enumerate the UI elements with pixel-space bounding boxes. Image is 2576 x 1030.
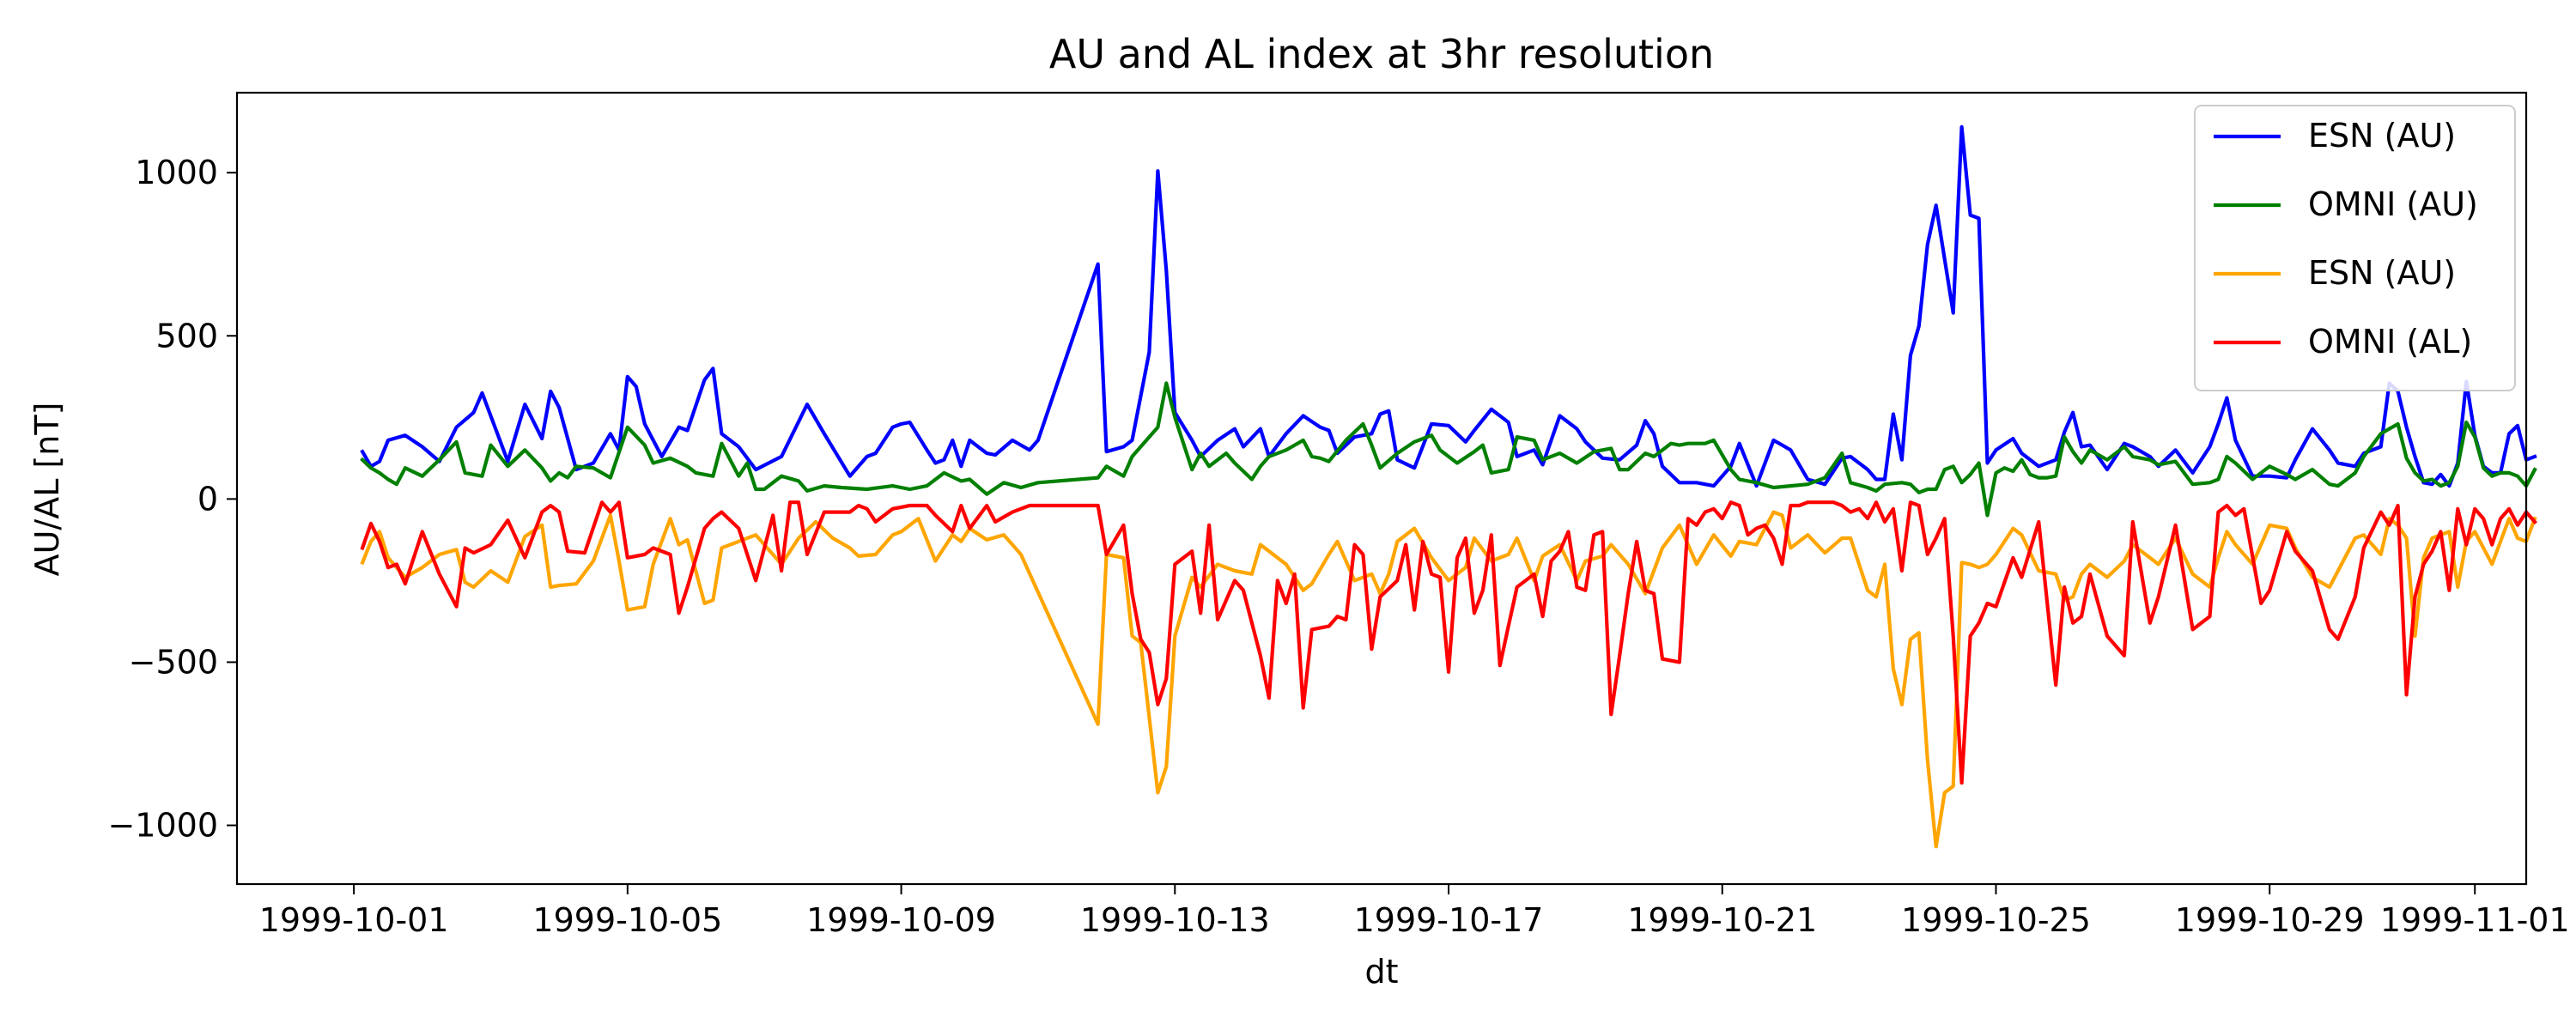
- x-tick-label: 1999-10-29: [2175, 901, 2365, 939]
- y-tick-label: 500: [155, 317, 218, 354]
- legend-label: OMNI (AU): [2308, 185, 2478, 223]
- y-tick-label: −1000: [107, 807, 218, 845]
- legend-box: [2194, 105, 2516, 391]
- y-axis: 1000 500 0 −500 −1000: [107, 154, 237, 845]
- series-line-2-omni-au: [360, 381, 2537, 518]
- plot-area-frame: [235, 91, 2528, 886]
- x-tick-label: 1999-10-21: [1627, 901, 1817, 939]
- y-axis-label: AU/AL [nT]: [28, 403, 66, 577]
- legend-label: ESN (AU): [2308, 117, 2456, 154]
- series-line-4-omni-al: [360, 500, 2537, 785]
- x-axis-label: dt: [1364, 953, 1398, 991]
- x-tick-label: 1999-10-01: [259, 901, 449, 939]
- series-line-3-esn-au: [360, 510, 2537, 849]
- x-tick-label: 1999-10-13: [1080, 901, 1270, 939]
- y-tick-label: 0: [197, 480, 218, 518]
- x-tick-label: 1999-10-05: [532, 901, 722, 939]
- plot-lines: [360, 124, 2537, 849]
- x-axis: 1999-10-01 1999-10-05 1999-10-09 1999-10-13…: [259, 884, 2570, 939]
- y-tick-label: 1000: [135, 154, 218, 191]
- x-tick-label: 1999-11-01: [2380, 901, 2570, 939]
- x-tick-label: 1999-10-09: [806, 901, 996, 939]
- y-tick-label: −500: [129, 643, 218, 681]
- x-tick-label: 1999-10-25: [1901, 901, 2091, 939]
- series-line-1-esn-au: [360, 124, 2537, 488]
- chart-title: AU and AL index at 3hr resolution: [1049, 31, 1714, 77]
- legend: ESN (AU) OMNI (AU) ESN (AU) OMNI (AL): [2194, 105, 2516, 391]
- x-tick-label: 1999-10-17: [1354, 901, 1544, 939]
- legend-label: ESN (AU): [2308, 254, 2456, 292]
- legend-label: OMNI (AL): [2308, 323, 2472, 360]
